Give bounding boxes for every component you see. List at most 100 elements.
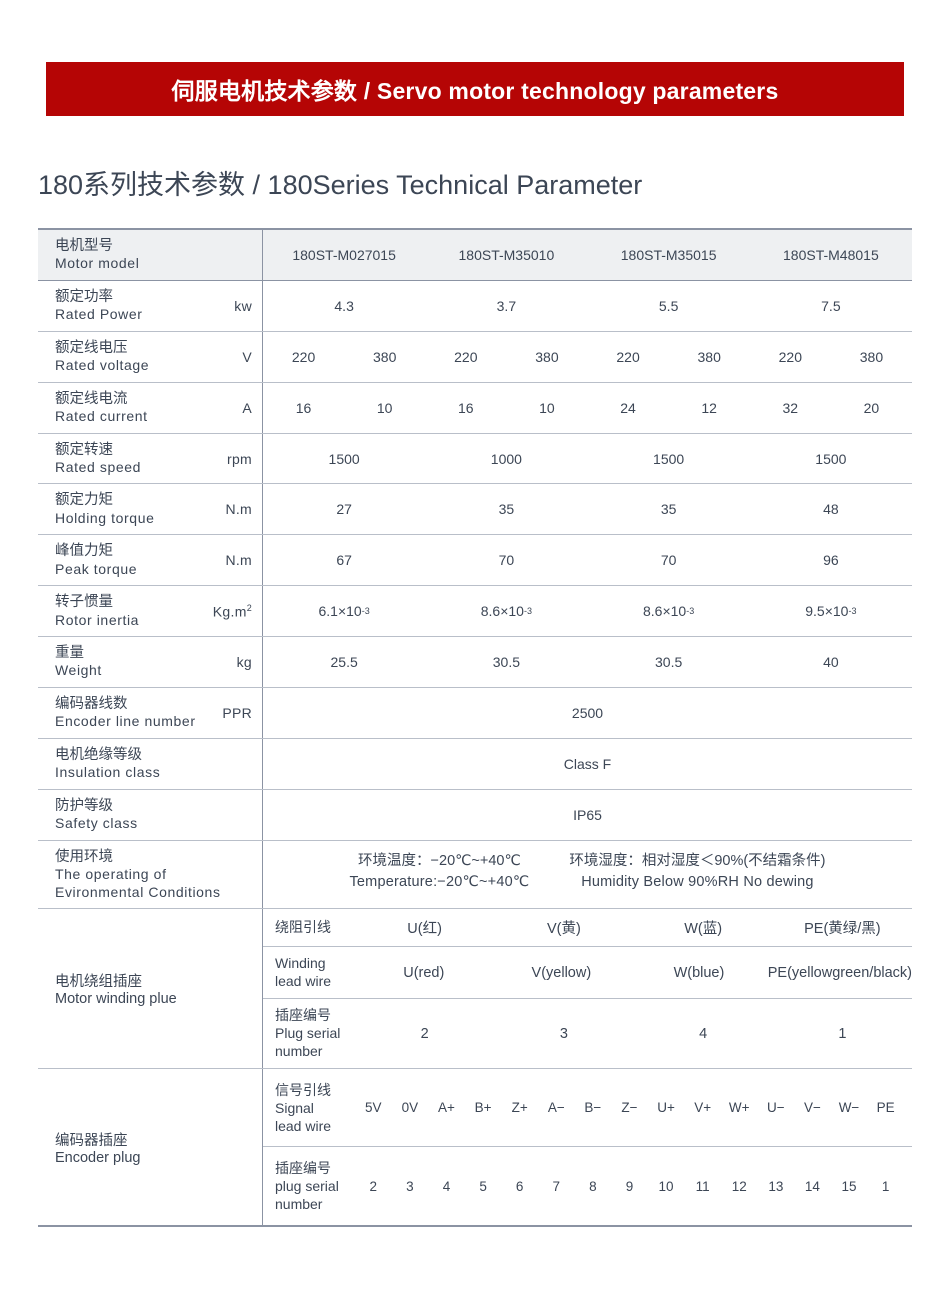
value-sub: 380 (535, 348, 559, 365)
value-sub: 380 (697, 348, 721, 365)
environment-values: 环境温度：−20℃~+40℃ Temperature:−20℃~+40℃ 环境湿… (263, 841, 912, 909)
value-cell: 67 (336, 552, 352, 569)
encoder-signal-value: W+ (728, 1100, 750, 1116)
table-row: 编码器线数 Encoder line number PPR 2500 (38, 688, 912, 739)
header-model-cells: 180ST-M027015 180ST-M35010 180ST-M35015 … (263, 230, 912, 280)
environment-row: 使用环境 The operating of Evironmental Condi… (38, 840, 912, 910)
model-cell: 180ST-M027015 (292, 246, 396, 263)
value-sub: 16 (295, 399, 312, 416)
winding-lead-cn-value: V(黄) (546, 921, 581, 938)
encoder-signal-row: 信号引线 Signal lead wire 5V 0V A+ B+ Z+ A− … (263, 1069, 912, 1148)
row-label-cell: 额定转速 Rated speed rpm (38, 433, 263, 484)
row-label-en: Rated speed (55, 458, 141, 475)
value-sub: 12 (701, 399, 717, 416)
table-header-row: 电机型号 Motor model 180ST-M027015 180ST-M35… (38, 230, 912, 281)
row-label-cell: 电机绝缘等级 Insulation class (38, 738, 263, 789)
row-label-en: Rated current (55, 407, 148, 424)
encoder-signal-value: Z− (621, 1100, 638, 1116)
humidity-en: Humidity Below 90%RH No dewing (581, 874, 814, 891)
header-label-text: 电机型号 Motor model (55, 237, 139, 273)
value-cell: 30.5 (655, 654, 683, 671)
header-label-cell: 电机型号 Motor model (38, 230, 263, 280)
humidity-cn: 环境湿度：相对湿度＜90%(不结霜条件) (569, 852, 826, 869)
encoder-signal-value: W− (838, 1100, 860, 1116)
environment-temperature: 环境温度：−20℃~+40℃ Temperature:−20℃~+40℃ (349, 851, 529, 897)
winding-lead-en-label: Winding lead wire (275, 955, 332, 989)
encoder-signal-value: A− (547, 1100, 565, 1116)
value-sub: 32 (782, 399, 799, 416)
row-label-cell: 防护等级 Safety class (38, 789, 263, 840)
header-label-en: Motor model (55, 255, 140, 272)
encoder-serial-value: 9 (625, 1178, 634, 1194)
encoder-serial-value: 1 (881, 1178, 890, 1194)
row-label-en: Rated voltage (55, 357, 150, 374)
value-cell: 40 (823, 654, 839, 671)
value-sub: 220 (616, 348, 640, 365)
row-label-en: Safety class (55, 815, 138, 832)
spec-table: 电机型号 Motor model 180ST-M027015 180ST-M35… (38, 228, 912, 1228)
encoder-serial-value: 10 (658, 1178, 674, 1194)
encoder-serial-value: 4 (442, 1178, 451, 1194)
encoder-serial-value: 14 (804, 1178, 820, 1194)
value-cell: 6.1 ×10 -3 (318, 603, 370, 620)
value-cell: 30.5 (492, 654, 520, 671)
environment-label-en1: The operating of (55, 865, 167, 882)
merged-value-cell: IP65 (573, 806, 602, 823)
value-cell: 220 380 (750, 340, 912, 374)
row-label-cn: 重量 (55, 645, 84, 662)
environment-label-cn: 使用环境 (55, 848, 113, 865)
winding-serial-value: 3 (559, 1025, 568, 1042)
winding-plug-label: 电机绕组插座 Motor winding plue (38, 909, 263, 1069)
winding-serial-value: 1 (838, 1025, 847, 1042)
environment-label-cell: 使用环境 The operating of Evironmental Condi… (38, 840, 263, 909)
row-unit: PPR (222, 704, 252, 721)
row-label-cell: 额定力矩 Holding torque N.m (38, 484, 263, 535)
winding-serial-value: 2 (420, 1025, 429, 1042)
row-label-cell: 转子惯量 Rotor inertia Kg.m2 (38, 586, 263, 637)
row-label-cn: 防护等级 (55, 797, 113, 814)
winding-lead-en-value: W(blue) (673, 964, 725, 981)
value-cell: 1500 (328, 450, 360, 467)
row-unit: rpm (226, 450, 252, 467)
winding-lead-cn-row: 绕阻引线 U(红) V(黄) W(蓝) PE(黄绿/黑) (263, 909, 912, 948)
value-cell: 16 10 (263, 391, 425, 425)
value-sub: 380 (859, 348, 884, 365)
winding-lead-en-value: V(yellow) (531, 964, 592, 981)
encoder-serial-value: 13 (768, 1178, 784, 1194)
temperature-en: Temperature:−20℃~+40℃ (349, 874, 530, 891)
row-unit: V (242, 348, 252, 365)
model-cell: 180ST-M35010 (458, 246, 555, 263)
value-sub: 220 (291, 348, 316, 365)
row-label-cn: 编码器线数 (55, 696, 128, 713)
row-label-cell: 额定线电压 Rated voltage V (38, 331, 263, 382)
encoder-signal-value: U+ (657, 1100, 675, 1116)
value-cell: 32 20 (750, 391, 912, 425)
value-cell: 8.6 ×10 -3 (643, 603, 695, 620)
row-label-cn: 额定转速 (55, 441, 113, 458)
row-label-cn: 电机绝缘等级 (55, 746, 142, 763)
row-unit: Kg.m2 (212, 602, 252, 620)
encoder-serial-value: 15 (841, 1178, 857, 1194)
encoder-signal-value: PE (876, 1100, 895, 1116)
value-sub: 10 (539, 399, 555, 416)
encoder-serial-value: 2 (369, 1178, 378, 1194)
value-cell: 8.6 ×10 -3 (480, 603, 532, 620)
row-label-cn: 额定力矩 (55, 492, 113, 509)
value-cell: 220 380 (263, 340, 425, 374)
value-cell: 1500 (653, 450, 685, 467)
row-label-cn: 额定线电流 (55, 390, 128, 407)
value-cell: 70 (660, 552, 677, 569)
table-row: 重量 Weight kg 25.5 30.5 30.5 40 (38, 637, 912, 689)
row-unit: kg (236, 654, 252, 671)
value-sub: 20 (863, 399, 880, 416)
encoder-serial-values: 2 3 4 5 6 7 8 9 10 11 12 13 14 15 1 (355, 1147, 912, 1225)
row-label-cell: 峰值力矩 Peak torque N.m (38, 535, 263, 586)
value-sub: 220 (778, 348, 802, 365)
encoder-plug-label-en: Encoder plug (55, 1149, 141, 1166)
table-row: 峰值力矩 Peak torque N.m 67 70 70 96 (38, 535, 912, 587)
encoder-serial-value: 12 (731, 1178, 747, 1194)
table-row: 额定线电流 Rated current A 16 10 16 10 24 12 … (38, 382, 912, 434)
table-row: 防护等级 Safety class IP65 (38, 789, 912, 841)
encoder-serial-value: 6 (515, 1178, 524, 1194)
model-cell: 180ST-M35015 (620, 246, 717, 263)
